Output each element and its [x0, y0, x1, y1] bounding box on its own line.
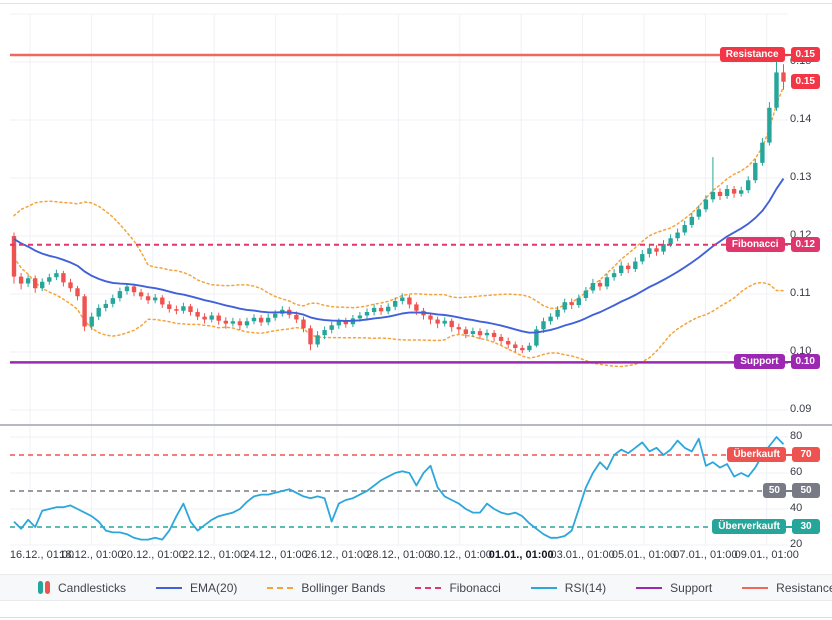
- chart-plot-area[interactable]: [0, 0, 832, 560]
- legend-item-label: Support: [670, 580, 713, 595]
- legend-item-rsi-14-[interactable]: RSI(14): [530, 580, 607, 595]
- annotation-last-price[interactable]: 0.15: [790, 73, 820, 89]
- fibonacci-value-badge: 0.12: [790, 236, 820, 252]
- fibonacci-connector: [784, 243, 791, 246]
- rsi-axis-label: 80: [790, 430, 803, 442]
- time-axis-label: 07.01., 01:00: [673, 549, 738, 561]
- annotation-support[interactable]: Support 0.10: [734, 354, 820, 370]
- legend-item-label: RSI(14): [564, 580, 607, 595]
- legend-item-label: Candlesticks: [58, 580, 127, 595]
- time-axis-label: 26.12., 01:00: [304, 549, 370, 561]
- midline-value-badge: 50: [792, 483, 820, 498]
- rsi-axis-label: 60: [790, 466, 803, 478]
- price-axis-label: 0.10: [790, 345, 812, 357]
- legend-item-candlesticks[interactable]: Candlesticks: [38, 581, 126, 595]
- overbought-value-badge: 70: [792, 447, 820, 462]
- legend-item-bollinger-bands[interactable]: Bollinger Bands: [267, 581, 385, 595]
- annotation-overbought[interactable]: Überkauft 70: [727, 447, 820, 462]
- support-connector: [784, 360, 791, 363]
- time-axis-label: 28.12., 01:00: [366, 549, 431, 561]
- time-axis-label: 22.12., 01:00: [182, 549, 247, 561]
- legend-item-ema-20-[interactable]: EMA(20): [156, 581, 237, 595]
- overbought-connector: [786, 453, 792, 456]
- time-axis-label: 24.12., 01:00: [243, 549, 308, 561]
- resistance-label-pill[interactable]: Resistance: [719, 47, 785, 63]
- annotation-fibonacci[interactable]: Fibonacci 0.12: [725, 236, 820, 252]
- support-label-pill[interactable]: Support: [734, 354, 785, 370]
- time-axis-label: 09.01., 01:00: [734, 549, 799, 561]
- price-axis-label: 0.13: [790, 171, 812, 183]
- annotation-oversold[interactable]: Überverkauft 30: [712, 519, 820, 534]
- last-price-value-badge: 0.15: [790, 73, 820, 89]
- annotation-midline[interactable]: 50 50: [762, 483, 820, 498]
- midline-label-pill[interactable]: 50: [762, 483, 786, 498]
- oversold-connector: [786, 525, 792, 528]
- annotation-resistance[interactable]: Resistance 0.15: [719, 47, 820, 63]
- legend-item-support[interactable]: Support: [636, 581, 712, 595]
- legend-item-fibonacci[interactable]: Fibonacci: [415, 580, 501, 595]
- overbought-label-pill[interactable]: Überkauft: [727, 447, 786, 462]
- support-legend-icon: [636, 586, 663, 589]
- chart-legend: Candlesticks EMA(20) Bollinger Bands Fibona…: [0, 574, 832, 601]
- time-axis-label: 30.12., 01:00: [427, 549, 492, 561]
- legend-item-label: EMA(20): [190, 580, 238, 595]
- support-value-badge: 0.10: [790, 354, 820, 370]
- midline-connector: [786, 489, 792, 492]
- rsi-axis-label: 40: [790, 502, 803, 514]
- resistance-value-badge: 0.15: [790, 47, 820, 63]
- resistance-legend-icon: [742, 586, 769, 589]
- rsi-14--legend-icon: [530, 586, 557, 589]
- bollinger-bands-legend-icon: [267, 586, 294, 589]
- widget-top-border: [0, 3, 832, 4]
- fibonacci-label-pill[interactable]: Fibonacci: [725, 236, 785, 252]
- fibonacci-legend-icon: [415, 586, 442, 589]
- price-axis-label: 0.09: [790, 403, 812, 415]
- rsi-axis-label: 20: [790, 538, 803, 550]
- oversold-value-badge: 30: [792, 519, 820, 534]
- resistance-connector: [784, 53, 791, 56]
- candlesticks-legend-icon: [38, 581, 50, 594]
- price-axis-label: 0.11: [790, 287, 811, 299]
- ema-20--legend-icon: [156, 586, 183, 589]
- legend-item-resistance[interactable]: Resistance: [742, 581, 832, 595]
- price-axis-label: 0.14: [790, 113, 812, 125]
- oversold-label-pill[interactable]: Überverkauft: [712, 519, 786, 534]
- legend-item-label: Fibonacci: [449, 580, 501, 595]
- legend-item-label: Bollinger Bands: [301, 580, 386, 595]
- time-axis-label: 05.01., 01:00: [611, 549, 677, 561]
- time-axis-label: 20.12., 01:00: [120, 549, 185, 561]
- time-axis-label: 18.12., 01:00: [59, 549, 124, 561]
- candlesticks-series: [11, 62, 786, 354]
- time-axis-label: 01.01., 01:00: [488, 549, 554, 561]
- time-axis-label: 16.12., 01:00: [9, 549, 75, 561]
- legend-item-label: Resistance: [776, 580, 832, 595]
- chart-canvas[interactable]: [0, 0, 832, 560]
- widget-bottom-border: [0, 617, 832, 618]
- time-axis-label: 03.01., 01:00: [550, 549, 615, 561]
